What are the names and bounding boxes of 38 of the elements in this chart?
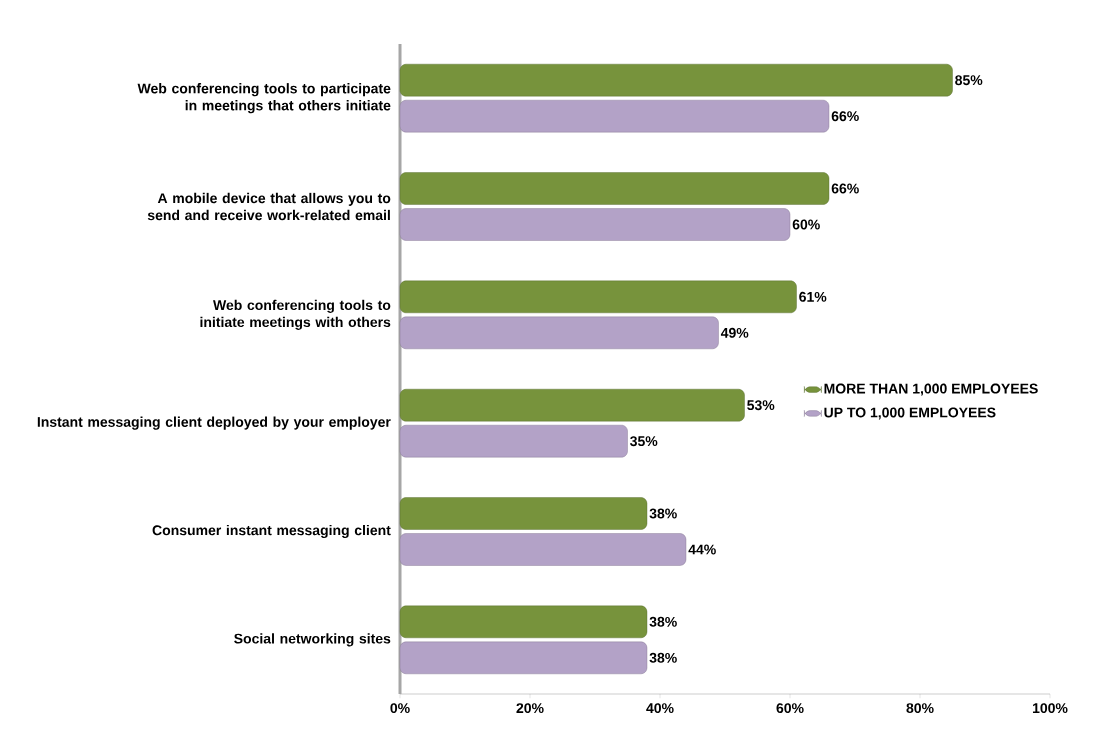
bar <box>399 497 648 530</box>
y-tick-label: Web conferencing tools to participate in meetings that others initiate <box>137 83 391 114</box>
data-label: 38% <box>649 652 677 663</box>
bar <box>399 641 648 675</box>
data-label: 49% <box>720 327 749 338</box>
x-tick-label: 0% <box>390 703 410 714</box>
x-tick-label: 100% <box>1032 703 1068 714</box>
data-label: 38% <box>649 508 677 519</box>
data-label: 66% <box>831 111 859 122</box>
bar <box>399 533 687 566</box>
bar <box>399 388 745 422</box>
x-tick-label: 60% <box>776 703 804 714</box>
legend-label: UP TO 1,000 EMPLOYEES <box>824 407 996 420</box>
bar <box>399 280 797 314</box>
data-label: 66% <box>831 183 859 194</box>
bar <box>399 605 648 639</box>
x-tick-label: 40% <box>646 703 674 714</box>
y-tick-label: Social networking sites <box>234 633 391 647</box>
data-label: 44% <box>688 544 716 555</box>
data-label: 61% <box>799 291 827 302</box>
data-label: 35% <box>630 436 658 447</box>
y-tick-label: Consumer instant messaging client <box>152 524 391 539</box>
y-tick-label: A mobile device that allows you to send and receive work-related email <box>147 192 391 221</box>
y-tick-label: Web conferencing tools to initiate meetings with others <box>200 299 391 330</box>
data-label: 38% <box>649 616 677 627</box>
bar <box>399 99 830 133</box>
bar <box>399 63 953 97</box>
data-label: 85% <box>955 75 983 86</box>
x-tick-label: 20% <box>516 703 544 714</box>
data-label: 53% <box>747 400 775 411</box>
legend-label: MORE THAN 1,000 EMPLOYEES <box>824 383 1038 396</box>
y-tick-label: Instant messaging client deployed by your employer <box>37 416 391 430</box>
bar <box>399 172 830 205</box>
bar <box>399 208 791 241</box>
data-label: 60% <box>792 219 820 230</box>
bar <box>399 424 628 458</box>
bar <box>399 316 719 350</box>
x-tick-label: 80% <box>906 703 934 714</box>
